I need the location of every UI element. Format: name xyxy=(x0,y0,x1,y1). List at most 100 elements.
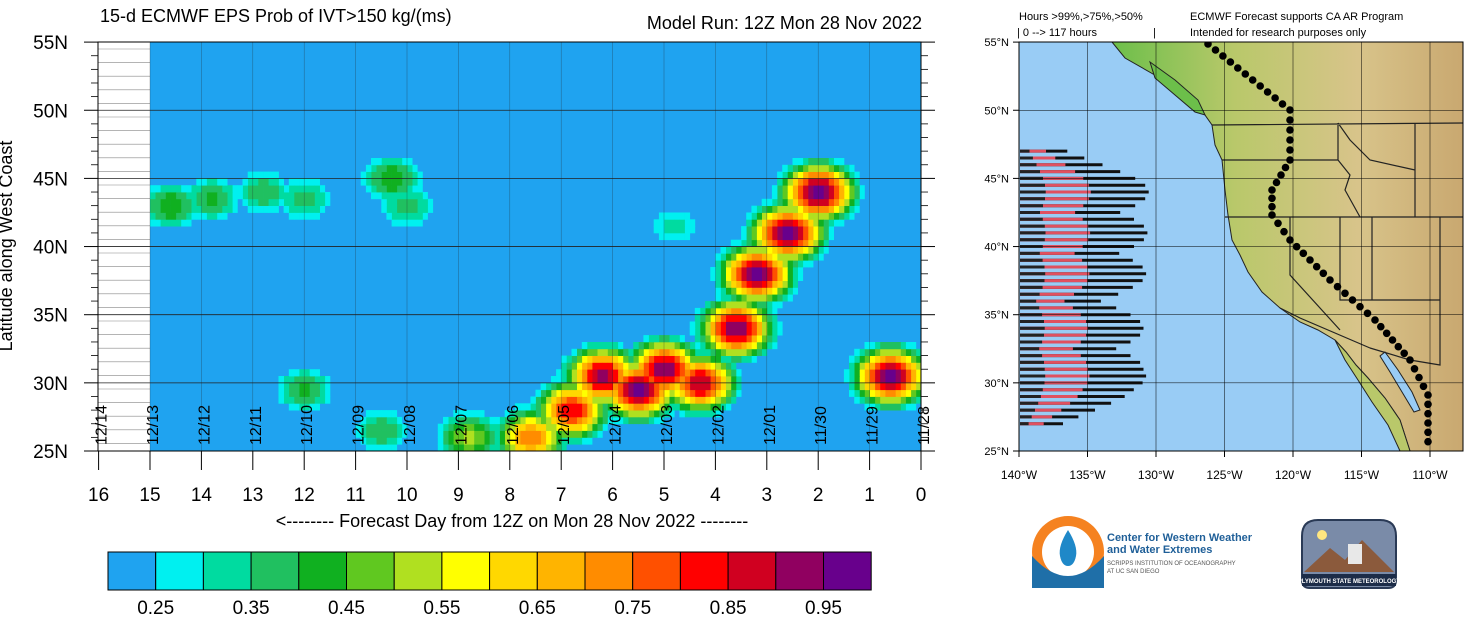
heat-cell xyxy=(252,198,259,206)
heat-cell xyxy=(818,164,824,172)
heat-cell xyxy=(494,430,500,438)
coast-point xyxy=(1281,163,1290,172)
heat-cell xyxy=(874,382,881,391)
heat-cell xyxy=(874,403,881,411)
heat-cell xyxy=(890,396,896,404)
heat-cell xyxy=(525,437,531,445)
heat-cell xyxy=(854,376,860,384)
heat-cell xyxy=(885,369,891,377)
colorbar-swatch xyxy=(679,551,729,591)
heat-cell xyxy=(365,437,372,445)
heat-cell xyxy=(736,239,742,247)
heat-cell xyxy=(576,389,583,397)
heat-cell xyxy=(766,335,773,343)
heat-cell xyxy=(648,389,655,397)
heat-cell xyxy=(756,253,762,261)
heat-cell xyxy=(407,171,413,179)
heat-cell xyxy=(633,355,639,363)
heat-cell xyxy=(720,314,726,322)
heat-cell xyxy=(807,226,814,234)
heat-cell xyxy=(684,226,691,234)
heat-cell xyxy=(535,396,541,404)
heat-cell xyxy=(705,314,711,322)
psu-name: PLYMOUTH STATE METEOROLOGY xyxy=(1298,579,1401,585)
heat-cell xyxy=(756,267,762,275)
heat-cell xyxy=(484,444,490,451)
coast-point xyxy=(1263,88,1272,96)
heat-cell xyxy=(828,226,834,234)
heat-cell xyxy=(674,342,680,350)
x-tick-label: 13 xyxy=(242,485,263,506)
heat-cell xyxy=(674,212,680,220)
heat-cell xyxy=(525,430,531,438)
heat-cell xyxy=(633,376,639,384)
heat-cell xyxy=(684,376,691,384)
heat-cell xyxy=(741,280,747,288)
heat-cell xyxy=(679,369,685,377)
heat-cell xyxy=(314,205,320,213)
heat-cell xyxy=(890,362,896,370)
heat-cell xyxy=(597,369,603,377)
no-data-region xyxy=(98,48,150,444)
heat-cell xyxy=(777,185,783,193)
heat-cell xyxy=(401,430,408,438)
heat-cell xyxy=(386,158,392,166)
heat-cell xyxy=(196,185,202,193)
heat-cell xyxy=(664,376,670,384)
heat-cell xyxy=(617,348,624,356)
heat-cell xyxy=(401,198,408,206)
heat-cell xyxy=(797,178,804,186)
heat-cell xyxy=(669,219,675,227)
heat-cell xyxy=(905,389,912,397)
heat-cell xyxy=(314,389,320,397)
heat-cell xyxy=(859,396,865,404)
heat-cell xyxy=(705,382,711,391)
heat-cell xyxy=(700,389,706,397)
heat-cell xyxy=(813,253,819,261)
heat-cell xyxy=(180,212,187,220)
heat-cell xyxy=(520,416,526,425)
heat-cell xyxy=(535,403,541,411)
heat-cell xyxy=(612,369,619,377)
heat-cell xyxy=(777,171,783,179)
heat-cell xyxy=(720,246,726,254)
heat-cell xyxy=(833,212,840,220)
heat-cell xyxy=(232,192,238,200)
heat-cell xyxy=(849,205,855,213)
heat-cell xyxy=(407,205,413,213)
heat-cell xyxy=(278,376,284,384)
heat-cell xyxy=(874,342,881,350)
heat-cell xyxy=(304,185,310,193)
heat-cell xyxy=(766,239,773,247)
heat-cell xyxy=(592,389,598,397)
heat-cell xyxy=(602,362,608,370)
heat-cell xyxy=(566,410,572,418)
heat-cell xyxy=(633,416,639,425)
heat-cell xyxy=(761,321,768,329)
heat-cell xyxy=(756,301,762,309)
heat-cell xyxy=(530,423,536,431)
heat-cell xyxy=(653,369,660,377)
heat-cell xyxy=(859,369,865,377)
heat-cell xyxy=(520,437,526,445)
heat-cell xyxy=(412,192,418,200)
heat-cell xyxy=(376,158,382,166)
heat-cell xyxy=(694,328,701,336)
heat-cell xyxy=(761,348,768,356)
heat-cell xyxy=(879,382,886,391)
heat-cell xyxy=(792,260,798,268)
heat-cell xyxy=(365,185,372,193)
heatmap-cells xyxy=(150,158,921,451)
heat-cell xyxy=(288,212,295,220)
heat-cell xyxy=(155,198,161,206)
colorbar-swatch xyxy=(584,551,634,591)
heat-cell xyxy=(854,205,860,213)
heat-cell xyxy=(360,416,367,425)
heat-cell xyxy=(689,321,696,329)
heat-cell xyxy=(293,376,300,384)
heat-cell xyxy=(843,164,850,172)
heat-cell xyxy=(268,205,274,213)
heat-cell xyxy=(622,416,629,425)
heat-cell xyxy=(391,192,398,200)
heat-cell xyxy=(581,389,588,397)
